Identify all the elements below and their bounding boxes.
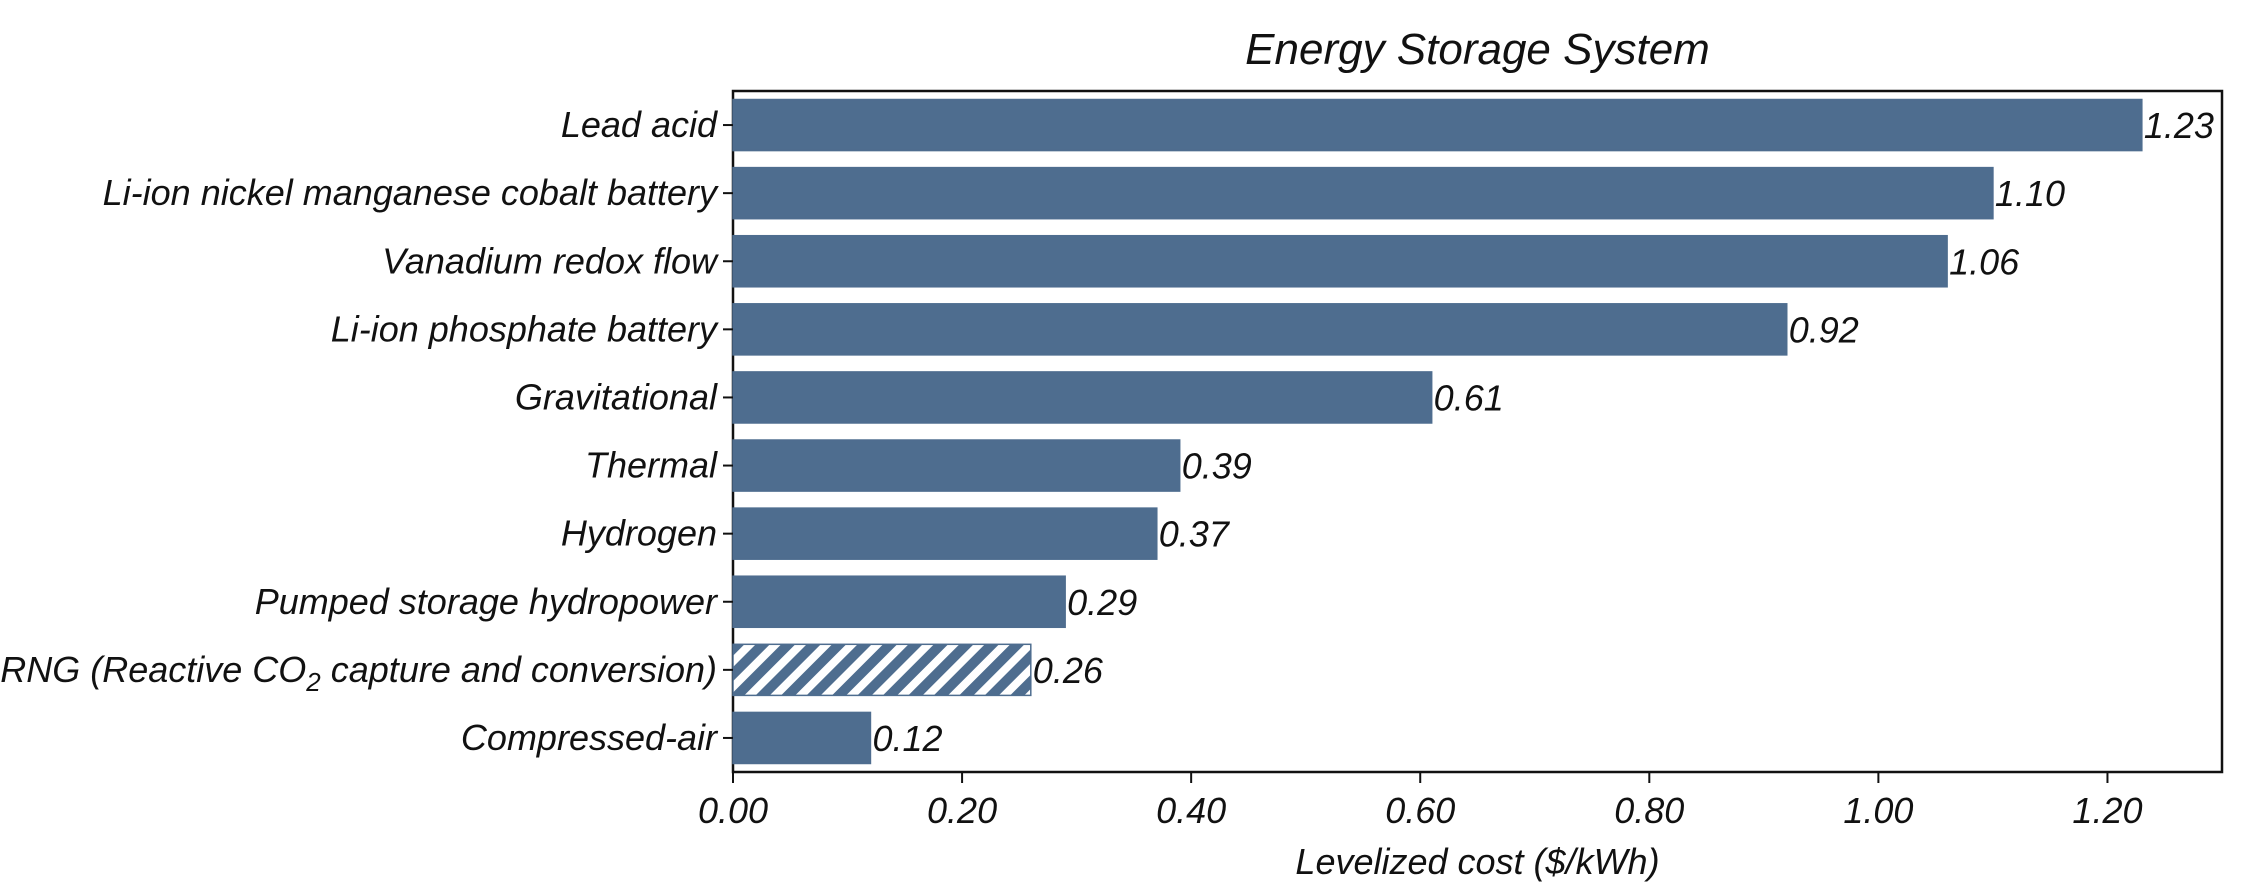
value-label: 0.37 — [1159, 514, 1231, 555]
bar — [732, 234, 1948, 288]
value-label: 0.12 — [872, 718, 942, 759]
x-tick-label: 1.00 — [1843, 790, 1913, 831]
value-labels: 1.23 1.10 1.06 0.92 0.61 0.39 0.37 0.29 0.26 0.12 — [872, 105, 2213, 759]
bars-group — [723, 98, 2143, 765]
bar — [732, 575, 1066, 629]
x-tick-label: 0.00 — [698, 790, 768, 831]
x-tick-label: 0.60 — [1385, 790, 1455, 831]
x-tick-label: 0.20 — [927, 790, 997, 831]
category-label: Gravitational — [515, 376, 718, 417]
category-label: SRNG (Reactive CO2 capture and conversio… — [0, 649, 717, 697]
chart-title: Energy Storage System — [1245, 25, 1710, 74]
bar — [732, 643, 1032, 697]
category-label: Pumped storage hydropower — [255, 581, 719, 622]
value-label: 0.26 — [1033, 650, 1104, 691]
x-tick-label: 0.80 — [1614, 790, 1684, 831]
value-label: 1.06 — [1949, 241, 2020, 282]
category-labels: Lead acid Li-ion nickel manganese cobalt … — [0, 104, 719, 758]
x-axis-ticks: 0.00 0.20 0.40 0.60 0.80 1.00 1.20 — [698, 772, 2143, 831]
value-label: 1.10 — [1995, 173, 2065, 214]
bar — [732, 98, 2143, 152]
bar — [732, 507, 1158, 560]
bar — [732, 439, 1181, 492]
plot-area — [731, 89, 2224, 774]
category-label: Li-ion phosphate battery — [331, 308, 719, 349]
value-label: 0.92 — [1789, 309, 1859, 350]
value-label: 1.23 — [2144, 105, 2214, 146]
category-label: Hydrogen — [561, 513, 717, 554]
value-label: 0.29 — [1067, 582, 1137, 623]
category-label: Thermal — [585, 445, 718, 486]
bar — [732, 711, 872, 765]
x-tick-label: 0.40 — [1156, 790, 1226, 831]
category-label: Lead acid — [561, 104, 718, 145]
category-label: Li-ion nickel manganese cobalt battery — [103, 172, 719, 213]
x-tick-label: 1.20 — [2072, 790, 2142, 831]
bar — [732, 166, 1994, 220]
bar — [732, 371, 1433, 424]
x-axis-title: Levelized cost ($/kWh) — [1295, 841, 1659, 882]
category-label: Vanadium redox flow — [382, 240, 719, 281]
value-label: 0.39 — [1182, 446, 1252, 487]
category-label: Compressed-air — [461, 717, 719, 758]
value-label: 0.61 — [1434, 377, 1504, 418]
bar — [732, 303, 1788, 356]
